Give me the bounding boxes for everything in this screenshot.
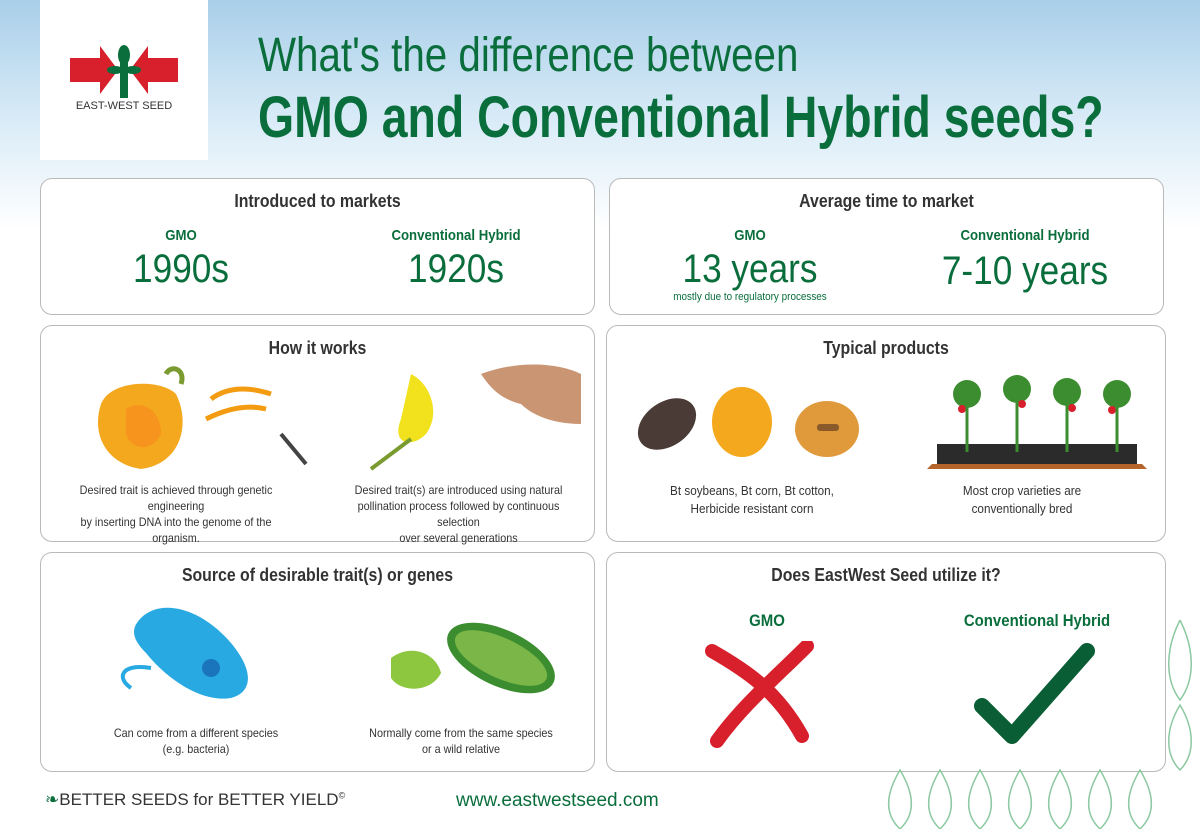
- caption: Desired trait(s) are introduced using na…: [339, 482, 578, 546]
- panel-title: Source of desirable trait(s) or genes: [181, 565, 454, 585]
- panel: Does EastWest Seed utilize it? GMO Conve…: [606, 552, 1166, 772]
- column-value: 1920s: [408, 247, 504, 291]
- leaf-pattern: [888, 620, 1192, 829]
- leaf-icon: ❧: [45, 790, 60, 809]
- column-value: 7-10 years: [941, 249, 1109, 293]
- caption-line: Herbicide resistant corn: [690, 501, 814, 516]
- panel: Introduced to markets GMO 1990s Conventi…: [40, 178, 595, 315]
- panel-title: How it works: [268, 338, 367, 358]
- panel-title: Does EastWest Seed utilize it?: [771, 565, 1001, 585]
- title-line-2: GMO and Conventional Hybrid seeds?: [258, 85, 1104, 150]
- caption: Desired trait is achieved through geneti…: [59, 482, 293, 546]
- column-label: GMO: [749, 611, 785, 630]
- logo-mark: [70, 45, 178, 98]
- website[interactable]: www.eastwestseed.com: [456, 790, 659, 811]
- caption: Can come from a different species (e.g. …: [93, 725, 300, 757]
- caption-line: or a wild relative: [421, 742, 501, 756]
- panel: How it works Desired trait is achieved t…: [40, 325, 595, 545]
- slogan-mark: ©: [338, 790, 346, 801]
- panel-title: Introduced to markets: [234, 191, 401, 211]
- caption-line: Bt soybeans, Bt corn, Bt cotton,: [670, 483, 834, 498]
- column-label: Conventional Hybrid: [960, 227, 1090, 244]
- caption-line: Normally come from the same species: [369, 726, 553, 740]
- panel-title: Average time to market: [799, 191, 974, 211]
- logo-text: EAST-WEST SEED: [75, 100, 173, 112]
- illustrations: [637, 375, 1147, 469]
- column-label: GMO: [165, 227, 197, 244]
- logo-box: EAST-WEST SEED: [40, 0, 208, 160]
- icons: [705, 641, 1095, 748]
- caption-line: over several generations: [399, 531, 518, 545]
- column-note: mostly due to regulatory processes: [673, 291, 827, 303]
- caption-line: Most crop varieties are: [962, 483, 1082, 498]
- illustrations: [120, 607, 555, 699]
- caption: Most crop varieties are conventionally b…: [910, 482, 1135, 518]
- title-line-1: What's the difference between: [258, 29, 799, 82]
- caption: Bt soybeans, Bt corn, Bt cotton, Herbici…: [640, 482, 865, 518]
- column-label: GMO: [734, 227, 766, 244]
- caption-line: Can come from a different species: [113, 726, 279, 740]
- column-value: 13 years: [682, 247, 818, 291]
- column-label: Conventional Hybrid: [963, 611, 1111, 630]
- column-label: Conventional Hybrid: [391, 227, 521, 244]
- caption-line: Desired trait is achieved through geneti…: [79, 483, 273, 513]
- slogan-text: BETTER SEEDS for BETTER YIELD: [59, 790, 339, 809]
- caption: Normally come from the same species or a…: [353, 725, 569, 757]
- illustrations: [97, 364, 581, 471]
- panel: Typical products Bt soybeans, Bt corn, B…: [606, 325, 1166, 542]
- column-value: 1990s: [133, 247, 229, 291]
- panel: Source of desirable trait(s) or genes Ca…: [40, 552, 595, 772]
- caption-line: by inserting DNA into the genome of the …: [80, 515, 272, 545]
- panel-title: Typical products: [823, 338, 949, 358]
- caption-line: pollination process followed by continuo…: [357, 499, 560, 529]
- caption-line: (e.g. bacteria): [162, 742, 230, 756]
- panel: Average time to market GMO 13 years most…: [609, 178, 1164, 315]
- slogan: ❧BETTER SEEDS for BETTER YIELD©: [45, 790, 345, 810]
- caption-line: Desired trait(s) are introduced using na…: [354, 483, 563, 497]
- caption-line: conventionally bred: [971, 501, 1073, 516]
